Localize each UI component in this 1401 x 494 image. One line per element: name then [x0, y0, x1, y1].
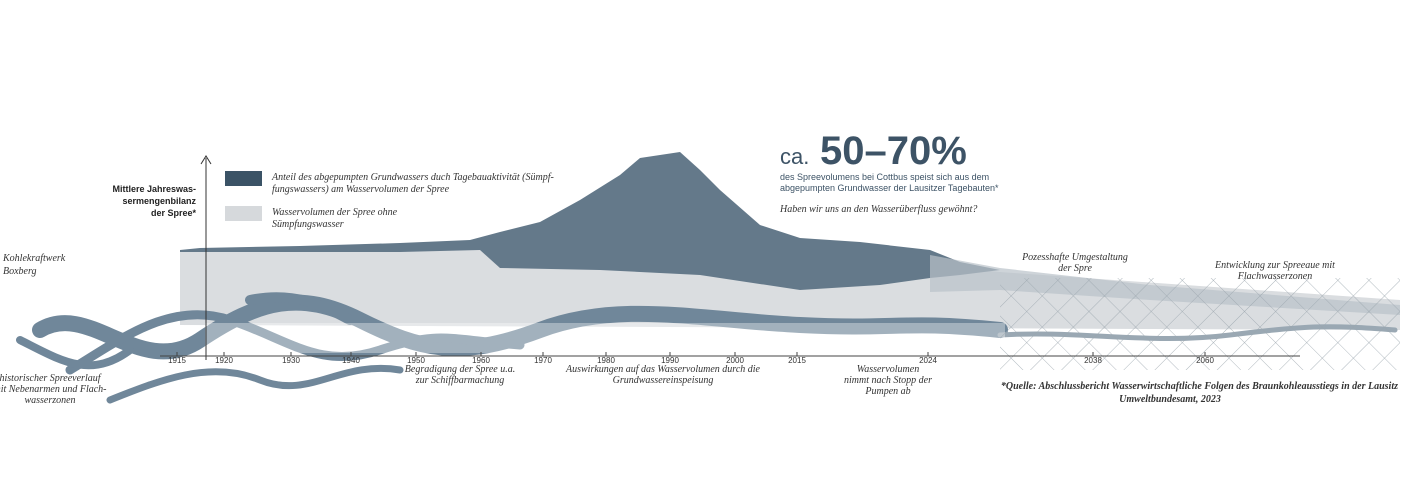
source: Umweltbundesamt, 2023 [1119, 394, 1221, 405]
legend-swatch [225, 171, 262, 186]
subline: abgepumpten Grundwasser der Lausitzer Ta… [780, 183, 999, 193]
source: *Quelle: Abschlussbericht Wasserwirtscha… [1001, 381, 1398, 392]
annotation: Flachwasserzonen [1237, 271, 1312, 282]
annotation: Pumpen ab [864, 386, 910, 397]
legend-swatch [225, 206, 262, 221]
annotation: nimmt nach Stopp der [844, 375, 932, 386]
axis-label: Mittlere Jahreswas- [112, 184, 196, 194]
annotation: Entwicklung zur Spreeaue mit [1214, 260, 1335, 271]
year-label: 2060 [1196, 356, 1214, 365]
annotation: Wasservolumen [857, 364, 919, 375]
axis-label: der Spree* [151, 208, 197, 218]
annotation: Begradigung der Spree u.a. [405, 364, 515, 375]
year-label: 1970 [534, 356, 552, 365]
annotation: Pozesshafte Umgestaltung [1021, 252, 1128, 263]
annotation: Auswirkungen auf das Wasservolumen durch… [565, 364, 761, 375]
year-label: 1930 [282, 356, 300, 365]
annotation: zur Schiffbarmachung [415, 375, 505, 386]
prefix: ca. [780, 144, 809, 169]
year-label: 2000 [726, 356, 744, 365]
year-label: 2024 [919, 356, 937, 365]
annotation: historischer Spreeverlauf [0, 373, 102, 384]
year-label: 2015 [788, 356, 806, 365]
question: Haben wir uns an den Wasserüberfluss gew… [779, 204, 977, 215]
legend-label: Wasservolumen der Spree ohne [272, 207, 398, 218]
river-course [16, 292, 1398, 404]
annotation: Grundwassereinspeisung [613, 375, 714, 386]
hatch-area [1000, 278, 1400, 370]
year-label: 1940 [342, 356, 360, 365]
annotation: wasserzonen [24, 395, 75, 406]
axis-arrow [200, 155, 212, 165]
legend-label: fungswassers) am Wasservolumen der Spree [272, 184, 450, 195]
annotation: mit Nebenarmen und Flach- [0, 384, 107, 395]
place-label: Boxberg [3, 266, 37, 277]
year-label: 1950 [407, 356, 425, 365]
year-label: 1920 [215, 356, 233, 365]
headline: 50–70% [820, 129, 967, 173]
year-label: 2038 [1084, 356, 1102, 365]
axis-label: sermengenbilanz [122, 196, 196, 206]
annotation: der Spre [1058, 263, 1092, 274]
subline: des Spreevolumens bei Cottbus speist sic… [780, 172, 989, 182]
year-label: 1990 [661, 356, 679, 365]
axis-band [205, 323, 1005, 353]
year-label: 1980 [597, 356, 615, 365]
legend-label: Anteil des abgepumpten Grundwassers duch… [271, 172, 554, 183]
year-label: 1960 [472, 356, 490, 365]
place-label: Kohlekraftwerk [2, 253, 66, 264]
legend-label: Sümpfungswasser [272, 219, 344, 230]
year-label: 1915 [168, 356, 186, 365]
